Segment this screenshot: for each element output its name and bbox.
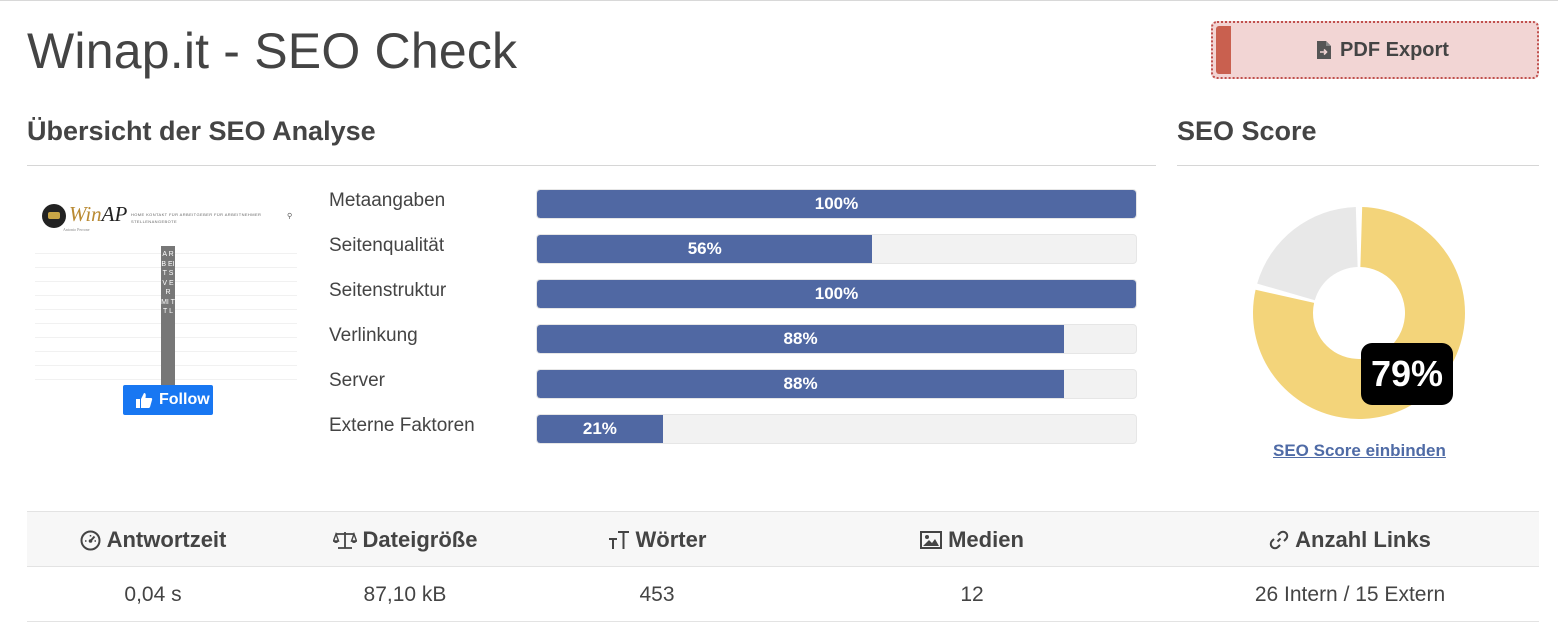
stat-header-links: Anzahl Links bbox=[1161, 512, 1539, 568]
metric-label: Verlinkung bbox=[329, 325, 418, 346]
stat-value-words: 453 bbox=[639, 582, 675, 606]
overview-title: Übersicht der SEO Analyse bbox=[27, 116, 376, 146]
metric-label: Metaangaben bbox=[329, 190, 446, 211]
pdf-export-button[interactable]: PDF Export bbox=[1211, 21, 1539, 79]
metric-label: Server bbox=[329, 370, 385, 391]
stats-value-row: 0,04 s 87,10 kB 453 12 26 Intern / 15 Ex… bbox=[27, 567, 1539, 622]
metric-bar-fill: 88% bbox=[537, 325, 1065, 353]
balance-scale-icon bbox=[332, 530, 357, 550]
stats-header-row: Antwortzeit Dateigröße Wörter Medien Anz… bbox=[27, 511, 1539, 567]
stat-header-words: Wörter bbox=[531, 512, 783, 568]
score-remainder-segment bbox=[1257, 207, 1358, 301]
stat-header-response-time: Antwortzeit bbox=[27, 512, 279, 568]
thumbs-up-icon bbox=[135, 392, 153, 409]
image-icon bbox=[920, 531, 943, 549]
seo-score-embed-link[interactable]: SEO Score einbinden bbox=[1273, 441, 1446, 460]
metric-bar-fill: 21% bbox=[537, 415, 663, 443]
metric-bar-fill: 100% bbox=[537, 190, 1136, 218]
seo-score-value: 79% bbox=[1361, 343, 1453, 405]
metric-label: Seitenqualität bbox=[329, 235, 445, 256]
stat-header-media: Medien bbox=[783, 512, 1161, 568]
stat-header-file-size: Dateigröße bbox=[279, 512, 531, 568]
overview-divider bbox=[27, 165, 1156, 166]
metric-bar: 21% bbox=[536, 414, 1137, 444]
metric-bar-fill: 56% bbox=[537, 235, 873, 263]
seo-score-title: SEO Score bbox=[1177, 116, 1317, 146]
pdf-export-label: PDF Export bbox=[1340, 38, 1449, 61]
thumbnail-brand: WinAP bbox=[69, 202, 128, 226]
pdf-button-accent bbox=[1216, 26, 1231, 74]
metric-bar: 100% bbox=[536, 189, 1137, 219]
thumbnail-subtitle: Antonio Perrone bbox=[63, 227, 90, 232]
thumbnail-vertical-strip: A R B EI T S V E R MI T T L bbox=[161, 246, 175, 391]
page-title: Winap.it - SEO Check bbox=[27, 23, 518, 79]
follow-label: Follow bbox=[159, 391, 210, 408]
metric-label: Externe Faktoren bbox=[329, 415, 475, 436]
brand-logo-icon bbox=[42, 204, 66, 228]
thumbnail-nav: HOME KONTAKT FÜR ARBEITGEBER FÜR ARBEITN… bbox=[131, 212, 262, 224]
stat-value-links: 26 Intern / 15 Extern bbox=[1254, 582, 1446, 606]
link-icon bbox=[1269, 530, 1289, 550]
stat-value-media: 12 bbox=[960, 582, 984, 606]
text-height-icon bbox=[608, 530, 630, 550]
metric-bar: 88% bbox=[536, 369, 1137, 399]
speedometer-icon bbox=[80, 530, 101, 551]
top-divider bbox=[0, 0, 1558, 1]
facebook-follow-button[interactable]: Follow bbox=[123, 385, 213, 415]
metric-bar-fill: 88% bbox=[537, 370, 1065, 398]
metric-bar-fill: 100% bbox=[537, 280, 1136, 308]
stat-value-response-time: 0,04 s bbox=[124, 582, 182, 606]
stat-value-file-size: 87,10 kB bbox=[363, 582, 447, 606]
metric-bar: 88% bbox=[536, 324, 1137, 354]
seo-score-divider bbox=[1177, 165, 1539, 166]
file-export-icon bbox=[1316, 40, 1332, 60]
thumbnail-search-icon: ⚲ bbox=[287, 213, 293, 220]
metric-bar: 56% bbox=[536, 234, 1137, 264]
metric-bar: 100% bbox=[536, 279, 1137, 309]
metric-label: Seitenstruktur bbox=[329, 280, 447, 301]
website-thumbnail: WinAP Antonio Perrone HOME KONTAKT FÜR A… bbox=[35, 190, 297, 420]
